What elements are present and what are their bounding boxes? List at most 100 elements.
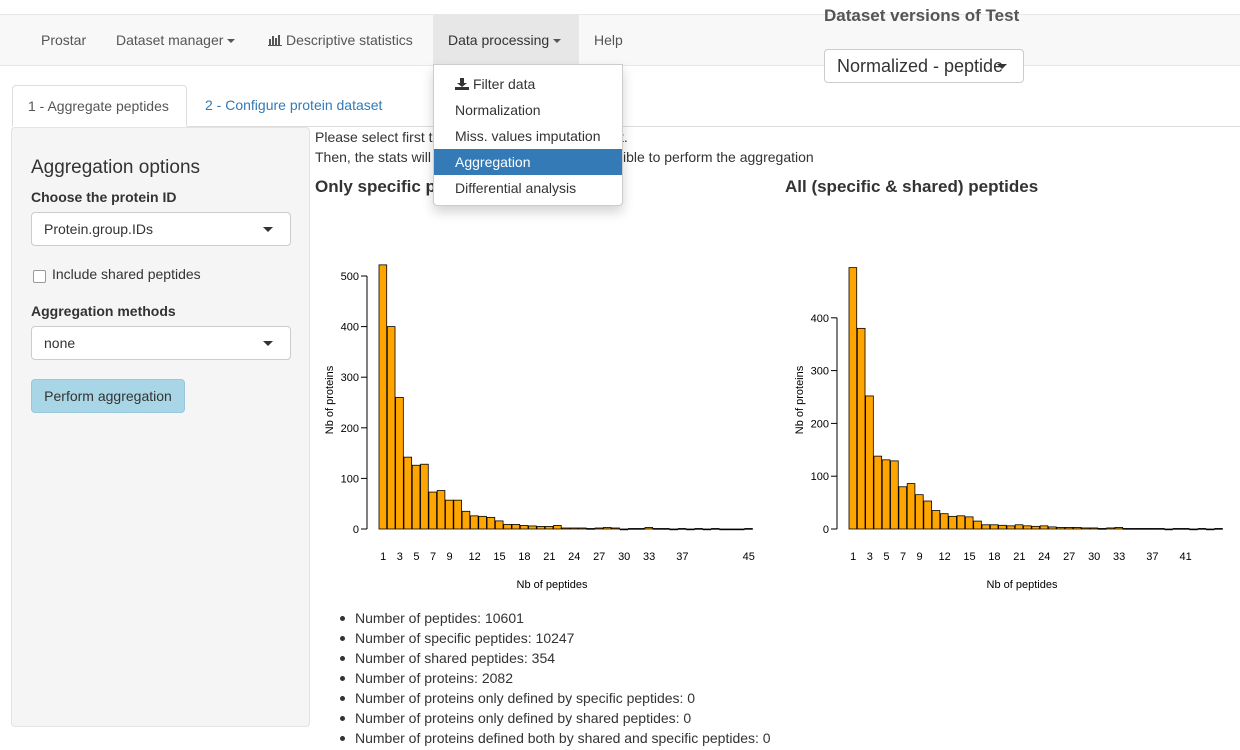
chart-1-bar bbox=[403, 456, 413, 530]
chart-2-bar bbox=[898, 486, 907, 530]
chart-1-x-tick-label: 45 bbox=[743, 551, 755, 563]
perform-aggregation-button[interactable]: Perform aggregation bbox=[31, 379, 185, 413]
chart-2-bar bbox=[881, 459, 891, 530]
chart-1-x-tick-label: 5 bbox=[413, 551, 419, 563]
nav-help[interactable]: Help bbox=[594, 32, 623, 48]
chart-1-bar bbox=[561, 527, 570, 530]
chart-2-bar bbox=[1031, 525, 1040, 530]
list-item: Number of shared peptides: 354 bbox=[340, 648, 771, 668]
menu-item-filter-data-label: Filter data bbox=[473, 76, 536, 92]
chart-1-bar bbox=[594, 527, 604, 530]
nav-dataset-manager[interactable]: Dataset manager bbox=[101, 15, 250, 65]
chart-2-x-tick-label: 12 bbox=[938, 551, 950, 563]
aggregation-methods-value: none bbox=[44, 335, 76, 351]
chart-1-bar bbox=[727, 528, 737, 531]
chart-2-bar bbox=[1214, 528, 1223, 530]
chart-2-bar bbox=[1006, 525, 1016, 530]
chart-1-bar bbox=[686, 528, 695, 531]
aggregation-methods-select[interactable]: none bbox=[31, 326, 291, 360]
chart-1-bar bbox=[586, 528, 595, 530]
list-item: Number of peptides: 10601 bbox=[340, 608, 771, 628]
chart-1-bar bbox=[436, 490, 446, 530]
histogram-specific-peptides: 0 100 200 300 400 500 1 3 5 7 9 12 15 18 21 24 27 30 33 37 4… bbox=[324, 264, 755, 591]
chart-1-bar bbox=[569, 527, 579, 530]
include-shared-checkbox[interactable] bbox=[33, 270, 46, 283]
chart-2-bar bbox=[948, 515, 957, 530]
chart-1-y-tick-label: 0 bbox=[353, 524, 359, 536]
chart-1-bar bbox=[519, 525, 529, 530]
chart-2-x-axis-label: Nb of peptides bbox=[987, 579, 1058, 591]
nav-data-processing-label: Data processing bbox=[448, 32, 550, 48]
menu-item-normalization[interactable]: Normalization bbox=[455, 102, 541, 118]
dataset-version-select[interactable]: Normalized - peptide bbox=[824, 49, 1024, 83]
chart-1-bar bbox=[711, 528, 720, 530]
menu-item-aggregation[interactable]: Aggregation bbox=[434, 149, 622, 175]
chart-1-bar bbox=[536, 526, 546, 530]
chart-1-bar bbox=[694, 528, 703, 530]
chart-1-bar bbox=[386, 326, 396, 530]
chart-1-x-tick-label: 1 bbox=[380, 551, 386, 563]
chart-1-y-tick-label: 100 bbox=[341, 473, 359, 485]
tab-configure-protein-dataset[interactable]: 2 - Configure protein dataset bbox=[205, 97, 383, 113]
chart-1-y-tick-label: 300 bbox=[341, 372, 359, 384]
stats-list: Number of peptides: 10601 Number of spec… bbox=[340, 608, 771, 748]
chart-1-x-tick-label: 27 bbox=[593, 551, 605, 563]
chart-2-bar bbox=[989, 524, 999, 530]
chart-2-bar bbox=[890, 460, 899, 530]
chart-2-bar bbox=[1039, 525, 1049, 530]
chart-2-bar bbox=[1147, 528, 1157, 530]
chart-2-x-tick-label: 24 bbox=[1038, 551, 1050, 563]
chart-2-bar bbox=[1189, 528, 1198, 531]
chart-1-bar bbox=[553, 525, 562, 530]
chart-2-bar bbox=[1139, 528, 1149, 530]
chart-1-bar bbox=[511, 524, 521, 530]
chart-1-bar bbox=[428, 491, 437, 530]
chart-1-bar bbox=[486, 516, 496, 530]
protein-id-label: Choose the protein ID bbox=[31, 189, 177, 205]
chart-2-bar bbox=[1081, 527, 1090, 530]
histogram-all-peptides: 0 100 200 300 400 1 3 5 7 9 12 15 18 21 24 27 30 33 37 41 Nb… bbox=[794, 267, 1223, 591]
sidebar-panel: Aggregation options Choose the protein I… bbox=[11, 127, 310, 727]
tab-aggregate-peptides[interactable]: 1 - Aggregate peptides bbox=[12, 85, 187, 127]
list-item: Number of proteins only defined by share… bbox=[340, 708, 771, 728]
chart-2-y-tick-label: 300 bbox=[811, 366, 829, 378]
info-text-line2-start: Then, the stats will bbox=[315, 149, 431, 165]
nav-data-processing[interactable]: Data processing bbox=[433, 15, 579, 65]
chart-1-bar bbox=[644, 527, 654, 530]
chart-1-bar bbox=[453, 499, 462, 530]
chart-1-bar bbox=[470, 515, 479, 530]
menu-item-filter-data[interactable]: Filter data bbox=[434, 71, 622, 97]
chart-1-x-tick-label: 30 bbox=[618, 551, 630, 563]
protein-id-select[interactable]: Protein.group.IDs bbox=[31, 212, 291, 246]
nav-brand-prostar[interactable]: Prostar bbox=[41, 32, 87, 48]
chart-1-bar bbox=[478, 515, 487, 530]
chart-1-bar bbox=[702, 528, 712, 531]
chart-1-x-tick-label: 21 bbox=[543, 551, 555, 563]
chart-1-x-tick-label: 3 bbox=[397, 551, 403, 563]
menu-item-imputation[interactable]: Miss. values imputation bbox=[455, 128, 601, 144]
chart-1-bar bbox=[619, 528, 629, 531]
info-text-line1: Please select first t bbox=[315, 129, 433, 145]
info-text-line2: Then, the stats will bbox=[315, 149, 431, 165]
menu-item-differential-analysis[interactable]: Differential analysis bbox=[455, 180, 577, 196]
chart-1-bar bbox=[503, 524, 512, 530]
chevron-down-icon bbox=[553, 39, 562, 44]
chart-2-x-tick-label: 33 bbox=[1113, 551, 1125, 563]
list-item: Number of specific peptides: 10247 bbox=[340, 628, 771, 648]
nav-descriptive-statistics[interactable]: Descriptive statistics bbox=[253, 15, 428, 65]
info-text-line1-start: Please select first t bbox=[315, 129, 433, 145]
chart-2-bar bbox=[1181, 528, 1190, 530]
chart-2-bar bbox=[931, 510, 941, 530]
chart-2-title: All (specific & shared) peptides bbox=[785, 177, 1039, 196]
chart-1-bar bbox=[494, 520, 504, 530]
chart-1-bar bbox=[744, 528, 753, 530]
chart-1-y-tick-label: 400 bbox=[341, 322, 359, 334]
nav-dataset-manager-label: Dataset manager bbox=[116, 32, 224, 48]
chart-1-bar bbox=[544, 526, 554, 530]
chart-2-x-tick-label: 9 bbox=[917, 551, 923, 563]
chart-2-x-tick-label: 27 bbox=[1063, 551, 1075, 563]
chart-1-x-tick-label: 18 bbox=[518, 551, 530, 563]
bar-chart-icon bbox=[268, 35, 282, 46]
chart-2-bar bbox=[856, 327, 866, 530]
chart-2-bar bbox=[848, 267, 858, 530]
